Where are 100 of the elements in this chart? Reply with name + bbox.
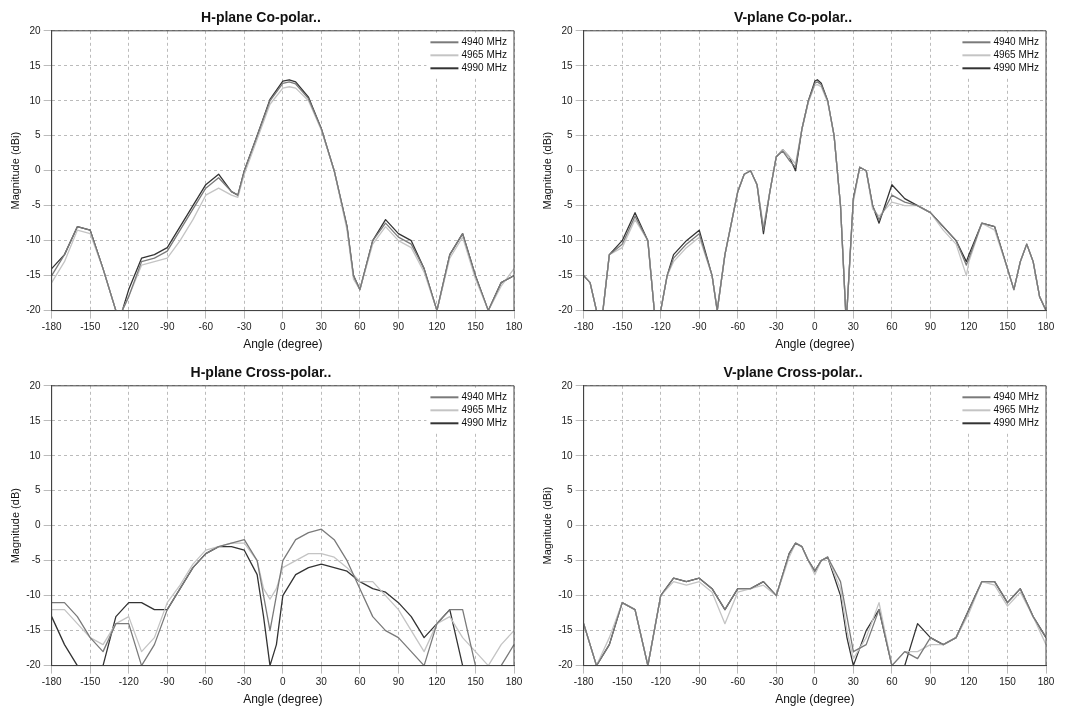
x-tick-label: 120 bbox=[960, 321, 978, 333]
y-tick-label: -15 bbox=[26, 269, 42, 281]
x-axis-title: Angle (degree) bbox=[775, 692, 855, 707]
chart-title: H-plane Co-polar.. bbox=[201, 9, 321, 26]
x-tick-label: -30 bbox=[769, 321, 784, 333]
y-tick-label: 20 bbox=[561, 24, 574, 36]
x-tick-label: -120 bbox=[118, 676, 140, 688]
x-axis-title: Angle (degree) bbox=[243, 692, 323, 707]
x-tick-label: 150 bbox=[467, 321, 485, 333]
legend-label: 4940 MHz bbox=[461, 391, 507, 403]
y-tick-label: 0 bbox=[567, 164, 574, 176]
x-tick-label: -90 bbox=[160, 321, 175, 333]
y-tick-label: 10 bbox=[561, 94, 574, 106]
x-tick-label: 150 bbox=[999, 676, 1017, 688]
y-tick-label: 20 bbox=[29, 24, 42, 36]
x-tick-label: -60 bbox=[198, 676, 214, 688]
x-tick-label: 90 bbox=[924, 676, 937, 688]
y-axis-title: Magnitude (dBi) bbox=[540, 486, 553, 565]
x-tick-label: 180 bbox=[505, 676, 523, 688]
legend-label: 4940 MHz bbox=[461, 36, 507, 48]
y-tick-label: -10 bbox=[26, 234, 42, 246]
chart-title: V-plane Cross-polar.. bbox=[723, 364, 863, 381]
y-tick-label: 10 bbox=[29, 94, 42, 106]
x-tick-label: -120 bbox=[650, 676, 672, 688]
y-tick-label: 0 bbox=[35, 164, 42, 176]
x-tick-label: 0 bbox=[280, 321, 287, 333]
y-tick-label: 0 bbox=[567, 519, 574, 531]
x-tick-label: -30 bbox=[237, 676, 252, 688]
y-tick-label: 15 bbox=[29, 59, 42, 71]
x-tick-label: -30 bbox=[237, 321, 252, 333]
y-tick-label: -10 bbox=[26, 589, 42, 601]
legend-label: 4965 MHz bbox=[993, 404, 1039, 416]
y-tick-label: -15 bbox=[558, 269, 574, 281]
legend-label: 4990 MHz bbox=[461, 417, 507, 429]
x-tick-label: 90 bbox=[392, 321, 405, 333]
x-tick-label: -180 bbox=[573, 676, 595, 688]
x-tick-label: 0 bbox=[812, 676, 819, 688]
y-tick-label: 20 bbox=[29, 379, 42, 391]
legend-label: 4965 MHz bbox=[461, 49, 507, 61]
x-tick-label: 180 bbox=[1037, 321, 1055, 333]
chart-title: V-plane Co-polar.. bbox=[733, 9, 853, 26]
y-tick-label: -5 bbox=[31, 554, 42, 566]
legend-label: 4990 MHz bbox=[461, 62, 507, 74]
x-tick-label: 120 bbox=[960, 676, 978, 688]
y-tick-label: 10 bbox=[29, 449, 42, 461]
x-tick-label: 120 bbox=[428, 676, 446, 688]
x-tick-label: 150 bbox=[999, 321, 1017, 333]
y-tick-label: 5 bbox=[35, 129, 42, 141]
x-tick-label: -150 bbox=[612, 321, 633, 333]
y-tick-label: -10 bbox=[558, 234, 574, 246]
legend-label: 4965 MHz bbox=[461, 404, 507, 416]
x-tick-label: -90 bbox=[160, 676, 175, 688]
y-tick-label: 20 bbox=[561, 379, 574, 391]
x-axis-title: Angle (degree) bbox=[775, 337, 855, 352]
x-tick-label: -60 bbox=[730, 321, 746, 333]
x-tick-label: 60 bbox=[886, 321, 898, 333]
x-tick-label: 0 bbox=[280, 676, 287, 688]
y-tick-label: 5 bbox=[567, 484, 574, 496]
x-tick-label: -150 bbox=[80, 321, 101, 333]
y-axis-title: Magnitude (dBi) bbox=[8, 131, 21, 210]
legend-label: 4965 MHz bbox=[993, 49, 1039, 61]
y-tick-label: -20 bbox=[26, 659, 42, 671]
x-tick-label: 30 bbox=[847, 321, 860, 333]
y-axis-title: Magnitude (dBi) bbox=[540, 131, 553, 210]
x-tick-label: -30 bbox=[769, 676, 784, 688]
y-tick-label: 15 bbox=[561, 414, 574, 426]
x-tick-label: 60 bbox=[886, 676, 898, 688]
y-axis-title: Magnitude (dB) bbox=[8, 488, 21, 564]
x-tick-label: 180 bbox=[1037, 676, 1055, 688]
y-tick-label: -20 bbox=[558, 304, 574, 316]
x-tick-label: 180 bbox=[505, 321, 523, 333]
x-tick-label: 60 bbox=[354, 676, 366, 688]
y-tick-label: 5 bbox=[35, 484, 42, 496]
x-tick-label: 150 bbox=[467, 676, 485, 688]
x-tick-label: -60 bbox=[198, 321, 214, 333]
x-tick-label: 90 bbox=[924, 321, 937, 333]
x-tick-label: 0 bbox=[812, 321, 819, 333]
y-tick-label: -20 bbox=[26, 304, 42, 316]
y-tick-label: -10 bbox=[558, 589, 574, 601]
x-tick-label: 120 bbox=[428, 321, 446, 333]
y-tick-label: 5 bbox=[567, 129, 574, 141]
y-tick-label: -20 bbox=[558, 659, 574, 671]
x-tick-label: -120 bbox=[118, 321, 140, 333]
legend-label: 4940 MHz bbox=[993, 391, 1039, 403]
x-tick-label: 90 bbox=[392, 676, 405, 688]
x-tick-label: 60 bbox=[354, 321, 366, 333]
x-tick-label: -150 bbox=[80, 676, 101, 688]
x-tick-label: 30 bbox=[315, 321, 328, 333]
x-tick-label: -90 bbox=[692, 676, 707, 688]
y-tick-label: 15 bbox=[29, 414, 42, 426]
y-tick-label: 10 bbox=[561, 449, 574, 461]
y-tick-label: -5 bbox=[563, 199, 574, 211]
x-tick-label: 30 bbox=[847, 676, 860, 688]
x-tick-label: 30 bbox=[315, 676, 328, 688]
legend-label: 4940 MHz bbox=[993, 36, 1039, 48]
x-tick-label: -120 bbox=[650, 321, 672, 333]
y-tick-label: -5 bbox=[563, 554, 574, 566]
y-tick-label: 0 bbox=[35, 519, 42, 531]
y-tick-label: -15 bbox=[558, 624, 574, 636]
y-tick-label: -15 bbox=[26, 624, 42, 636]
